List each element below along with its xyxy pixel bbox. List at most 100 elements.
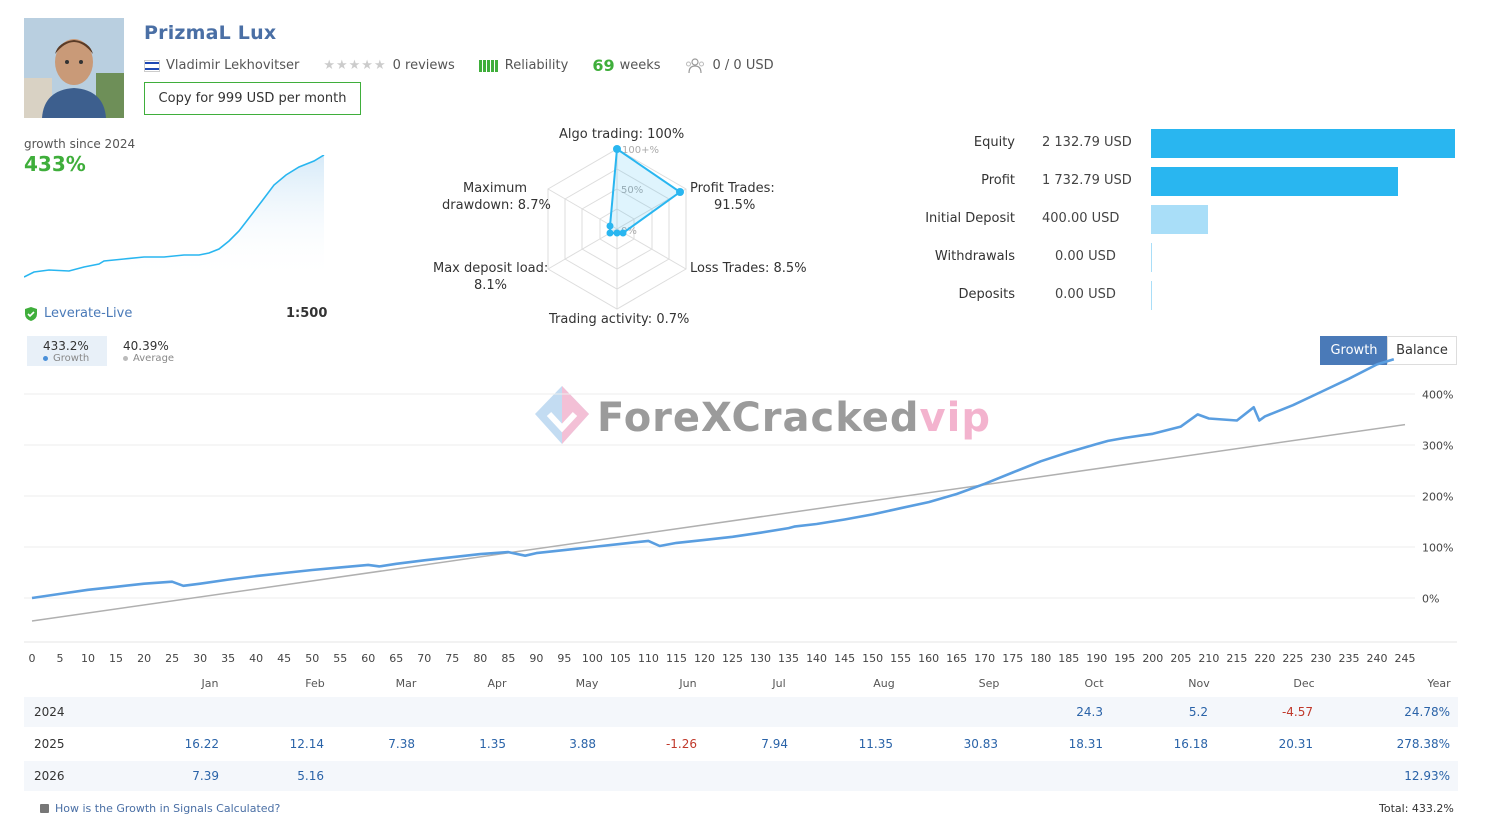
x-tick-label: 240	[1366, 652, 1388, 665]
reliability-bars-icon	[478, 59, 499, 72]
growth-toggle-label: Growth	[53, 353, 90, 364]
subscribers-icon	[685, 57, 704, 73]
x-tick-label: 150	[862, 652, 884, 665]
table-cell: -4.57	[1281, 705, 1313, 719]
x-tick-label: 80	[473, 652, 488, 665]
y-tick-label: 0%	[1422, 592, 1440, 606]
x-tick-label: 120	[693, 652, 715, 665]
x-tick-label: 85	[501, 652, 516, 665]
month-header: Mar	[395, 677, 417, 690]
account-bar-label: Equity	[973, 135, 1015, 150]
radar-point-drawdown	[606, 222, 614, 230]
weeks-group: 69 weeks	[592, 56, 660, 75]
y-tick-label: 100%	[1422, 541, 1454, 555]
radar-point-load	[606, 229, 614, 237]
reliability-group: Reliability	[478, 58, 568, 73]
table-cell: 20.31	[1278, 737, 1313, 751]
radar-label-drawdown-1: Maximum	[463, 181, 528, 196]
growth-toggle-value: 433.2%	[43, 339, 89, 353]
x-tick-label: 45	[277, 652, 292, 665]
subscribers-value: 0 / 0 USD	[712, 58, 774, 73]
average-toggle-label: Average	[133, 353, 175, 364]
table-cell: 5.16	[297, 769, 324, 783]
x-tick-label: 195	[1114, 652, 1136, 665]
x-tick-label: 225	[1282, 652, 1304, 665]
x-tick-label: 155	[890, 652, 912, 665]
y-tick-label: 400%	[1422, 388, 1454, 402]
x-tick-label: 220	[1254, 652, 1276, 665]
broker-name[interactable]: Leverate-Live	[44, 306, 133, 321]
radar-point-loss	[619, 229, 627, 237]
x-tick-label: 65	[389, 652, 404, 665]
growth-chart	[24, 358, 1457, 643]
x-tick-label: 200	[1142, 652, 1164, 665]
average-dot-icon	[123, 356, 128, 361]
average-toggle-value: 40.39%	[123, 339, 169, 353]
average-toggle-legend: Average	[123, 353, 185, 364]
radar-label-loss: Loss Trades: 8.5%	[690, 261, 807, 276]
signal-meta: Vladimir Lekhovitser ★★★★★ 0 reviews Rel…	[144, 56, 798, 75]
leverage-value: 1:500	[286, 306, 328, 321]
radar-point-profit	[676, 188, 684, 196]
y-tick-label: 300%	[1422, 439, 1454, 453]
account-bar	[1151, 243, 1152, 272]
table-cell: 24.3	[1076, 705, 1103, 719]
month-header: Oct	[1084, 677, 1104, 690]
x-tick-label: 230	[1310, 652, 1332, 665]
copy-signal-button[interactable]: Copy for 999 USD per month	[144, 82, 361, 115]
x-tick-label: 90	[529, 652, 544, 665]
x-tick-label: 50	[305, 652, 320, 665]
growth-help-text[interactable]: How is the Growth in Signals Calculated?	[55, 802, 281, 815]
y-tick-label: 200%	[1422, 490, 1454, 504]
author-name[interactable]: Vladimir Lekhovitser	[166, 58, 300, 73]
watermark-text: ForeXCrackedvip	[597, 395, 991, 441]
radar-tick-0: 0%	[621, 226, 637, 237]
tab-growth[interactable]: Growth	[1320, 336, 1388, 365]
account-bar	[1151, 205, 1208, 234]
x-tick-label: 135	[778, 652, 800, 665]
row-year: 2024	[34, 705, 65, 719]
table-cell: 30.83	[963, 737, 998, 751]
x-tick-label: 245	[1394, 652, 1416, 665]
growth-help-link[interactable]: How is the Growth in Signals Calculated?	[40, 802, 280, 815]
x-tick-label: 190	[1086, 652, 1108, 665]
month-header: Dec	[1293, 677, 1315, 690]
tab-balance[interactable]: Balance	[1387, 336, 1457, 365]
reviews-link[interactable]: 0 reviews	[392, 58, 455, 73]
month-header: Apr	[487, 677, 507, 690]
x-tick-label: 105	[609, 652, 631, 665]
total-growth: Total: 433.2%	[1379, 802, 1454, 815]
subscribers-group: 0 / 0 USD	[685, 57, 774, 74]
account-bar	[1151, 281, 1152, 310]
author-group: Vladimir Lekhovitser	[144, 58, 299, 73]
table-cell: 7.39	[192, 769, 219, 783]
series-line-growth	[31, 358, 1395, 600]
table-cell: 7.94	[761, 737, 788, 751]
table-cell: 1.35	[479, 737, 506, 751]
average-toggle[interactable]: 40.39% Average	[107, 336, 197, 366]
signal-title[interactable]: PrizmaL Lux	[144, 22, 277, 44]
radar-chart: 100+% 50% 0%	[547, 145, 687, 310]
x-tick-label: 95	[557, 652, 572, 665]
account-bar-value: 0.00 USD	[1055, 249, 1116, 264]
radar-label-profit-1: Profit Trades:	[690, 181, 775, 196]
radar-tick-100: 100+%	[622, 145, 659, 156]
x-tick-label: 115	[665, 652, 687, 665]
growth-toggle[interactable]: 433.2% Growth	[27, 336, 107, 366]
sparkline-line	[24, 155, 325, 278]
x-tick-label: 70	[417, 652, 432, 665]
table-row: 2024 24.3 5.2 -4.57 24.78%	[24, 697, 1458, 727]
x-tick-label: 125	[722, 652, 743, 665]
author-avatar	[24, 18, 124, 118]
table-row: 2026 7.39 5.16 12.93%	[24, 761, 1458, 791]
account-bar-label: Withdrawals	[934, 249, 1015, 264]
weeks-label: weeks	[619, 58, 661, 73]
x-tick-label: 40	[249, 652, 264, 665]
x-tick-label: 25	[165, 652, 180, 665]
account-bar-value: 0.00 USD	[1055, 287, 1116, 302]
account-bar	[1151, 167, 1398, 196]
x-tick-label: 210	[1198, 652, 1220, 665]
month-header: May	[575, 677, 599, 690]
radar-label-load-2: 8.1%	[474, 278, 508, 293]
series-line-average	[31, 423, 1406, 622]
